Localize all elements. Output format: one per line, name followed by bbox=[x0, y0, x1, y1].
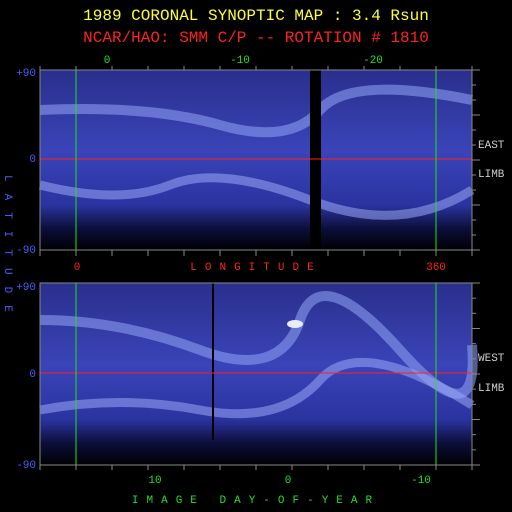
bright-spot bbox=[287, 320, 303, 328]
bottom-label: 0 bbox=[285, 475, 292, 487]
vertical-title: LATITUDE bbox=[1, 175, 13, 324]
lat-label: -90 bbox=[16, 460, 36, 472]
top-label: -10 bbox=[230, 55, 250, 67]
top-map bbox=[38, 69, 475, 251]
map-image bbox=[40, 70, 472, 250]
lat-label: +90 bbox=[16, 282, 36, 294]
streamer-band bbox=[39, 358, 475, 419]
top-label: -20 bbox=[363, 55, 383, 67]
side-label: LIMB bbox=[478, 383, 505, 395]
side-label: LIMB bbox=[478, 169, 505, 181]
lat-label: +90 bbox=[16, 68, 36, 80]
subtitle: NCAR/HAO: SMM C/P -- ROTATION # 1810 bbox=[83, 29, 429, 47]
map-image bbox=[40, 283, 472, 465]
lat-label: -90 bbox=[16, 245, 36, 257]
bottom-label: -10 bbox=[411, 475, 431, 487]
bottom-label: 0 bbox=[74, 262, 81, 274]
side-label: EAST bbox=[478, 140, 505, 152]
streamer-band bbox=[38, 173, 475, 220]
bottom-label: 10 bbox=[148, 475, 161, 487]
data-gap bbox=[310, 70, 321, 250]
axis-title: LONGITUDE bbox=[190, 262, 321, 274]
bottom-map bbox=[39, 282, 478, 466]
streamer-band bbox=[39, 84, 474, 138]
top-label: 0 bbox=[104, 55, 111, 67]
title: 1989 CORONAL SYNOPTIC MAP : 3.4 Rsun bbox=[83, 7, 429, 25]
lat-label: 0 bbox=[29, 154, 36, 166]
bottom-label: 360 bbox=[426, 262, 446, 274]
side-label: WEST bbox=[478, 353, 505, 365]
axis-title: IMAGE DAY-OF-YEAR bbox=[132, 495, 380, 507]
lat-label: 0 bbox=[29, 369, 36, 381]
